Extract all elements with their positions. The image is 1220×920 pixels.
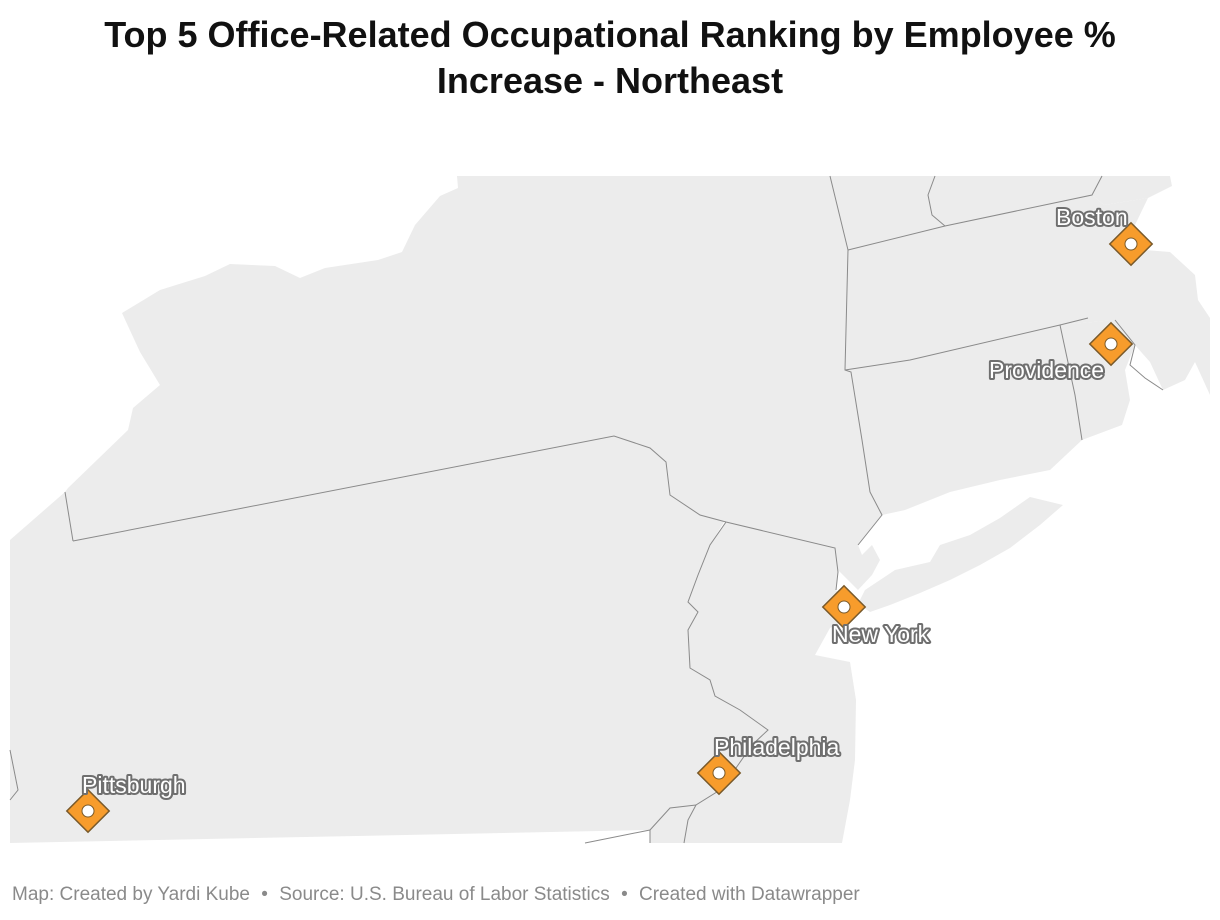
marker-pittsburgh[interactable] bbox=[65, 788, 111, 834]
city-label-pittsburgh: Pittsburgh bbox=[82, 772, 186, 798]
state-new-jersey bbox=[684, 522, 862, 843]
state-vermont bbox=[830, 176, 945, 250]
tool-credit: Created with Datawrapper bbox=[639, 884, 860, 905]
map-credit: Map: Created by Yardi Kube bbox=[12, 884, 250, 905]
marker-dot bbox=[81, 804, 95, 818]
footer-separator: • bbox=[621, 884, 628, 905]
source-credit: Source: U.S. Bureau of Labor Statistics bbox=[279, 884, 610, 905]
marker-new-york[interactable] bbox=[821, 584, 867, 630]
marker-dot bbox=[1104, 337, 1118, 351]
marker-dot bbox=[1124, 237, 1138, 251]
marker-boston[interactable] bbox=[1108, 221, 1154, 267]
marker-dot bbox=[837, 600, 851, 614]
marker-philadelphia[interactable] bbox=[696, 750, 742, 796]
state-delaware bbox=[650, 805, 696, 843]
city-label-philadelphia: Philadelphia bbox=[714, 734, 840, 760]
city-label-new-york: New York bbox=[832, 621, 930, 647]
city-markers[interactable] bbox=[65, 221, 1154, 834]
city-label-providence: Providence bbox=[989, 357, 1104, 383]
state-pennsylvania bbox=[10, 436, 768, 843]
map-footer: Map: Created by Yardi Kube • Source: U.S… bbox=[12, 884, 860, 906]
state-new-hampshire bbox=[928, 176, 1102, 226]
marker-dot bbox=[712, 766, 726, 780]
long-island bbox=[858, 497, 1063, 612]
map-title: Top 5 Office-Related Occupational Rankin… bbox=[104, 14, 1116, 101]
state-new-york bbox=[65, 176, 882, 590]
state-connecticut bbox=[845, 325, 1082, 515]
city-label-boston: Boston bbox=[1056, 204, 1128, 230]
state-maine bbox=[1092, 176, 1172, 205]
city-labels: Boston Providence New York Philadelphia … bbox=[80, 202, 1130, 800]
marker-providence[interactable] bbox=[1088, 321, 1134, 367]
footer-separator: • bbox=[261, 884, 268, 905]
state-borders bbox=[9, 175, 1164, 844]
